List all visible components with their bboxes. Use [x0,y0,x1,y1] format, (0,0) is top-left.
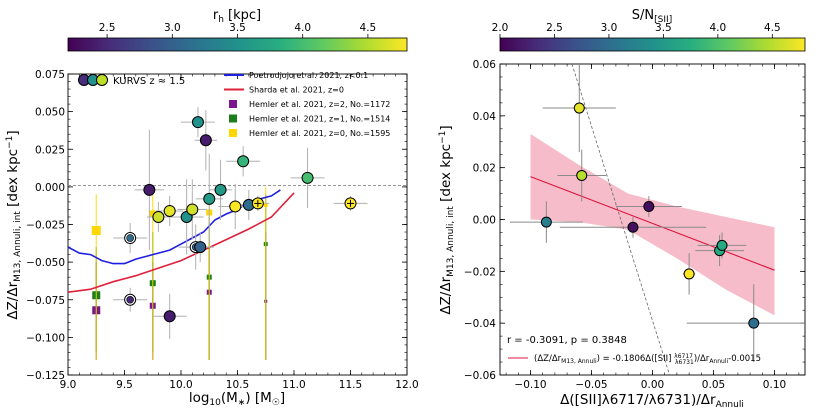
left-colorbar-tick-label: 3.5 [229,22,246,34]
right-y-tick-label: 0.00 [473,215,496,227]
left-x-tick-label: 9.0 [60,379,77,391]
legend-entry-label: Hemler et al. 2021, z=1, No.=1514 [249,115,390,124]
left-colorbar-title: rh [kpc] [213,8,261,25]
left-y-tick-label: −0.050 [26,257,65,269]
left-y-tick-label: −0.025 [26,220,65,232]
hemler-marker [91,226,101,236]
kurvs-marker [126,234,134,242]
right-x-tick-label: −0.05 [575,379,607,391]
left-panel: rh [kpc] 2.5 3.0 3.5 4.0 4.5 9.0 9.5 10.0 10.5 1… [5,8,419,408]
right-x-tick-label: 0.10 [763,379,786,391]
right-y-tick-label: 0.06 [473,59,497,71]
left-x-tick-label: 10.0 [169,379,192,391]
kurvs-marker [143,183,156,196]
kurvs-legend-label: KURVS z ≈ 1.5 [113,76,185,87]
left-colorbar-tick-label: 3.0 [164,22,181,34]
reference-dashed-line [571,64,670,375]
right-colorbar-tick-label: 2.0 [492,22,509,34]
legend-entry-label: Hemler et al. 2021, z=2, No.=1172 [249,100,390,109]
right-points [509,64,805,363]
right-y-tick-label: 0.04 [473,111,497,123]
fit-confidence-band [530,134,775,316]
legend-square-swatch [229,129,237,137]
left-legend: KURVS z ≈ 1.5 Poetrodjojo et al. 2021, z… [78,71,390,138]
left-y-tick-label: 0.050 [35,107,65,119]
right-marker [540,216,552,228]
left-y-tick-label: 0.025 [35,144,65,156]
legend-square-swatch [229,114,237,123]
sharda-line [68,192,295,293]
kurvs-marker [186,203,199,216]
right-x-tick-label: −0.10 [514,379,546,391]
right-colorbar [499,37,806,52]
left-x-tick-label: 12.0 [395,379,418,391]
right-marker [748,317,760,329]
legend-square-swatch [229,100,237,108]
right-stats: r = -0.3091, p = 0.3848 [507,335,627,346]
kurvs-marker [163,310,176,323]
left-colorbar-tick-label: 2.5 [99,22,116,34]
left-xlabel: log10(M∗) [M☉] [189,390,285,408]
right-y-tick-label: −0.04 [464,318,496,330]
left-colorbar-tick-label: 4.5 [360,22,377,34]
right-y-tick-label: −0.06 [464,370,496,382]
left-y-tick-label: −0.075 [26,295,65,307]
hemler-marker [149,210,157,218]
left-colorbar-ticks: 2.5 3.0 3.5 4.0 4.5 [99,22,376,38]
right-colorbar-tick-label: 3.5 [655,22,672,34]
left-y-tick-label: 0.075 [35,69,65,81]
kurvs-marker [126,295,134,304]
hemler-marker [263,202,268,207]
right-xlabel: Δ([SII]λ6717/λ6731)/ΔrAnnuli [560,392,744,410]
right-marker [683,268,695,280]
left-x-tick-label: 9.5 [116,379,133,391]
kurvs-marker [214,183,227,196]
legend-entry-label: Sharda et al. 2021, z=0 [249,86,344,95]
kurvs-marker [194,241,207,254]
right-colorbar-tick-label: 3.0 [601,22,618,34]
right-colorbar-tick-label: 2.5 [546,22,563,34]
fit-legend-label: (ΔZ/ΔrM13, Annuli) = -0.1806Δ([SII] λ671… [534,353,761,366]
kurvs-marker [163,204,176,217]
right-colorbar-tick-label: 4.5 [764,22,781,34]
right-panel: S/N[SII] 2.0 2.5 3.0 3.5 4.0 4.5 −0.10 −0.05 0.… [438,8,806,410]
left-ylabel: ΔZ/ΔrM13, Annuli, int [dex kpc−1] [5,130,23,319]
right-ylabel: ΔZ/ΔrM13, Annuli, int [dex kpc−1] [438,125,456,314]
right-marker [576,169,588,181]
left-colorbar-tick-label: 4.0 [294,22,311,34]
legend-entry-label: Hemler et al. 2021, z=0, No.=1595 [249,129,390,138]
left-x-tick-label: 11.0 [282,379,305,391]
left-axis-ticks: 9.0 9.5 10.0 10.5 11.0 11.5 12.0 −0.125 −0.100 −0… [26,69,419,391]
left-y-tick-label: 0.000 [35,182,65,194]
left-y-tick-label: −0.100 [26,332,65,344]
right-marker [643,201,655,213]
right-axis-ticks: −0.10 −0.05 0.00 0.05 0.10 −0.06 −0.04 −0.02 0.0… [464,59,805,391]
fit-line [530,176,775,271]
left-hemler-series [91,186,268,360]
left-kurvs-points [113,107,368,339]
legend-entry-label: Poetrodjojo et al. 2021, z<0.1 [249,71,368,80]
kurvs-marker [237,155,250,168]
right-marker [627,221,639,233]
left-colorbar [67,37,408,52]
right-marker [573,102,585,114]
right-x-tick-label: 0.05 [702,379,725,391]
right-y-tick-label: −0.02 [464,266,496,278]
kurvs-marker [301,171,314,184]
kurvs-marker [191,116,204,129]
kurvs-marker [229,200,242,213]
kurvs-marker [199,134,212,147]
right-x-tick-label: 0.00 [641,379,664,391]
right-y-tick-label: 0.02 [473,163,496,175]
right-marker [716,239,728,251]
right-colorbar-ticks: 2.0 2.5 3.0 3.5 4.0 4.5 [492,22,781,38]
right-colorbar-tick-label: 4.0 [710,22,727,34]
left-x-tick-label: 10.5 [226,379,249,391]
kurvs-marker [203,192,216,205]
kurvs-legend-marker [78,74,108,86]
left-y-tick-label: −0.125 [26,370,65,382]
kurvs-marker [152,210,165,223]
left-x-tick-label: 11.5 [339,379,362,391]
